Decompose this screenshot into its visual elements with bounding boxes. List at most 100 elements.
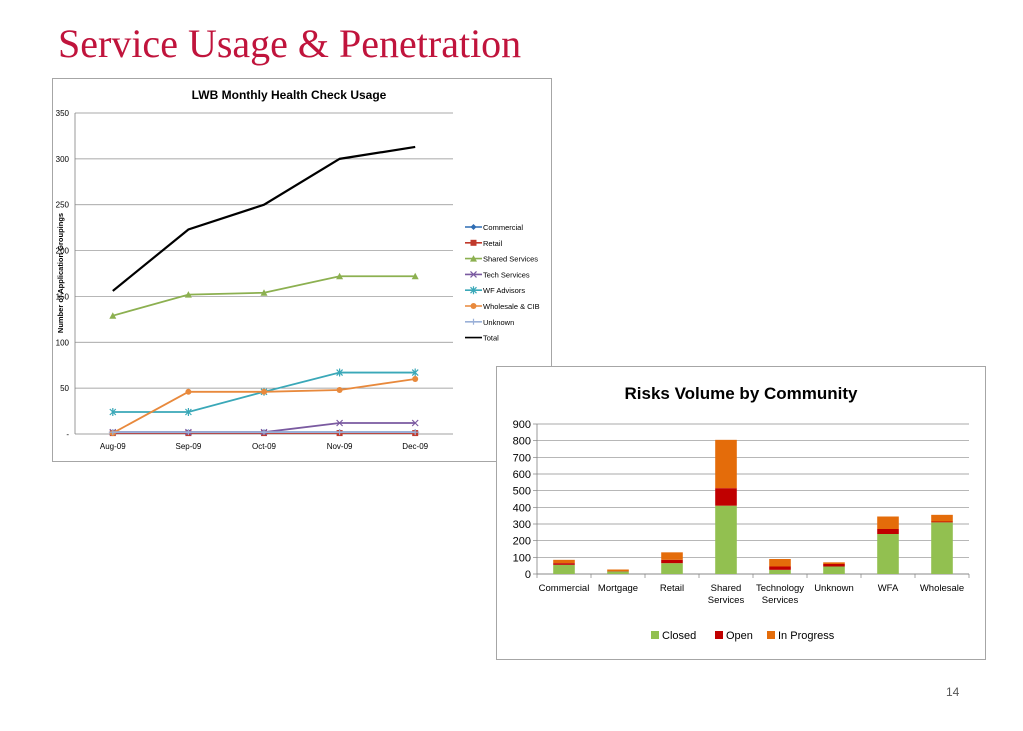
x-tick-label: Technology	[756, 583, 804, 594]
x-tick-label: WFA	[878, 583, 899, 594]
bar-in-progress	[769, 559, 791, 567]
y-tick-label: 100	[513, 552, 531, 564]
y-tick-label: 300	[56, 155, 70, 164]
bar-stack-mortgage	[607, 569, 629, 574]
y-tick-label: 100	[56, 338, 70, 347]
line-chart-panel: LWB Monthly Health Check Usage - 50 100 150 2…	[52, 78, 552, 462]
data-point	[411, 429, 420, 436]
legend-label: Unknown	[483, 318, 514, 327]
y-tick-label: 500	[513, 486, 531, 498]
bar-open	[823, 564, 845, 567]
y-tick-label: 300	[513, 519, 531, 531]
bar-closed	[661, 563, 683, 574]
bar-in-progress	[823, 562, 845, 564]
legend-label: Wholesale & CIB	[483, 302, 540, 311]
legend-label: Open	[726, 630, 753, 642]
x-tick-label: Shared	[711, 583, 742, 594]
bar-closed	[931, 522, 953, 574]
series-line	[112, 275, 416, 317]
data-point	[335, 429, 344, 436]
y-tick-label: 400	[513, 502, 531, 514]
legend-marker	[470, 255, 477, 262]
series-total	[112, 145, 416, 292]
legend-item-unknown: Unknown	[465, 318, 514, 327]
y-tick-label: 600	[513, 469, 531, 481]
data-point	[108, 429, 117, 436]
data-point	[184, 291, 192, 298]
bar-closed	[877, 534, 899, 574]
x-tick-label: Sep-09	[176, 442, 202, 451]
data-point	[411, 419, 419, 427]
data-point	[184, 429, 193, 436]
y-tick-label: 350	[56, 109, 70, 118]
bar-closed	[823, 566, 845, 574]
chart-title: LWB Monthly Health Check Usage	[192, 88, 387, 102]
risks-volume-chart: Risks Volume by Community 0 100 200 300 400 50…	[513, 384, 970, 642]
legend-swatch	[767, 631, 775, 639]
legend-item-open: Open	[715, 630, 753, 642]
legend-swatch	[651, 631, 659, 639]
data-point	[336, 368, 344, 377]
legend-marker	[470, 270, 477, 278]
bar-in-progress	[715, 439, 737, 489]
legend-item-shared-services: Shared Services	[465, 255, 538, 264]
data-point	[185, 388, 192, 395]
legend-label: Tech Services	[483, 270, 530, 279]
legend-marker	[470, 239, 477, 246]
bar-in-progress	[661, 552, 683, 560]
health-check-usage-chart: LWB Monthly Health Check Usage - 50 100 150 2…	[56, 88, 540, 451]
data-point	[411, 272, 419, 280]
y-tick-label: 200	[56, 247, 70, 256]
series-unknown	[108, 429, 420, 436]
data-point	[336, 272, 344, 280]
x-tick-label: Aug-09	[100, 442, 126, 451]
bar-open	[661, 559, 683, 564]
x-tick-label: Services	[708, 595, 745, 606]
x-tick-label: Services	[762, 595, 799, 606]
legend-item-closed: Closed	[651, 630, 696, 642]
legend-label: Retail	[483, 239, 503, 248]
y-tick-label: 800	[513, 436, 531, 448]
data-point	[109, 407, 117, 416]
y-tick-label: 50	[60, 384, 69, 393]
y-tick-label: 700	[513, 452, 531, 464]
x-tick-label: Dec-09	[402, 442, 428, 451]
bar-closed	[553, 564, 575, 574]
legend-item-retail: Retail	[465, 239, 503, 248]
y-tick-label: 200	[513, 536, 531, 548]
bar-stack-unknown	[823, 562, 845, 574]
legend-item-tech-services: Tech Services	[465, 270, 530, 279]
legend-marker	[470, 303, 477, 309]
legend-item-wf-advisors: WF Advisors	[465, 286, 525, 295]
x-tick-label: Oct-09	[252, 442, 277, 451]
legend-swatch	[715, 631, 723, 639]
legend-item-commercial: Commercial	[465, 223, 523, 232]
x-tick-label: Wholesale	[920, 583, 964, 594]
data-point	[184, 407, 192, 416]
data-point	[411, 368, 419, 377]
x-tick-label: Unknown	[814, 583, 854, 594]
series-line	[112, 145, 416, 292]
bar-open	[553, 563, 575, 565]
legend-label: WF Advisors	[483, 286, 525, 295]
bar-open	[931, 521, 953, 523]
y-tick-label: -	[66, 430, 69, 439]
x-tick-label: Retail	[660, 583, 684, 594]
legend-label: Commercial	[483, 223, 523, 232]
legend-item-total: Total	[465, 334, 499, 343]
legend-label: Total	[483, 334, 499, 343]
data-point	[412, 375, 419, 382]
bar-stack-technology-services	[769, 559, 791, 574]
chart-title: Risks Volume by Community	[624, 384, 858, 403]
legend-marker	[469, 318, 478, 325]
bar-closed	[769, 569, 791, 574]
bar-open	[877, 529, 899, 534]
bar-in-progress	[607, 569, 629, 572]
y-tick-label: 150	[56, 292, 70, 301]
legend-label: Shared Services	[483, 255, 538, 264]
series-line	[112, 378, 416, 434]
x-tick-label: Nov-09	[327, 442, 353, 451]
slide-title: Service Usage & Penetration	[58, 21, 522, 66]
bar-in-progress	[931, 514, 953, 522]
legend-label: Closed	[662, 630, 696, 642]
